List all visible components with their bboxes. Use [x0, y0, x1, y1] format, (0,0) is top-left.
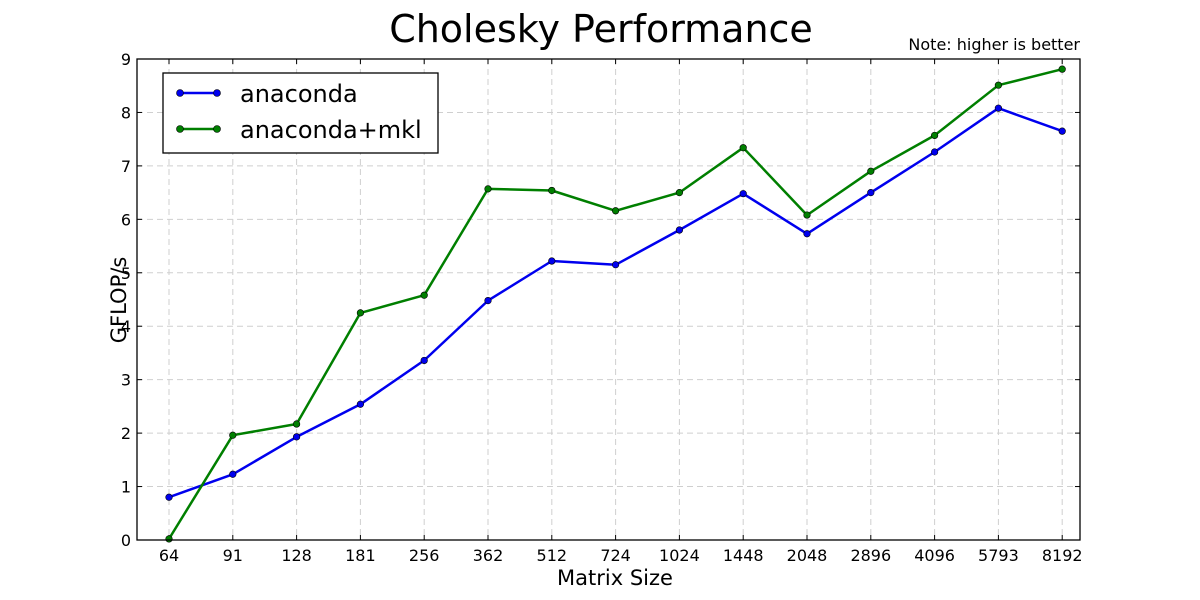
- legend-marker-anaconda: [176, 89, 184, 97]
- y-tick-labels: 0 1 2 3 4 5 6 7 8 9: [121, 50, 131, 550]
- data-point-anaconda: [293, 433, 301, 441]
- data-point-anaconda-mkl: [675, 189, 684, 197]
- x-tick-label: 724: [600, 546, 631, 565]
- data-point-anaconda-mkl: [803, 211, 811, 219]
- legend-label-anaconda-mkl: anaconda+mkl: [240, 116, 422, 144]
- data-point-anaconda: [484, 296, 492, 305]
- x-tick-label: 1448: [723, 546, 764, 565]
- chart-title: Cholesky Performance: [389, 7, 813, 51]
- x-tick-label: 128: [281, 546, 312, 565]
- data-point-anaconda: [548, 257, 556, 265]
- data-point-anaconda-mkl: [1058, 65, 1066, 73]
- y-tick-label: 5: [121, 264, 131, 283]
- data-point-anaconda-mkl: [293, 420, 301, 428]
- y-tick-label: 7: [121, 157, 131, 176]
- x-tick-label: 5793: [978, 546, 1019, 565]
- legend: anaconda anaconda+mkl: [162, 72, 439, 154]
- y-tick-label: 4: [121, 317, 131, 336]
- legend-marker-anaconda-mkl: [176, 125, 184, 133]
- y-tick-label: 6: [121, 210, 131, 229]
- data-point-anaconda: [611, 261, 620, 269]
- grid-lines: [137, 59, 1080, 540]
- data-point-anaconda-mkl: [420, 291, 428, 299]
- chart-annotation: Note: higher is better: [908, 35, 1080, 54]
- legend-label-anaconda: anaconda: [240, 80, 358, 108]
- data-point-anaconda-mkl: [484, 185, 492, 193]
- data-point-anaconda-mkl: [356, 309, 365, 317]
- data-point-anaconda-mkl: [548, 186, 556, 195]
- data-point-anaconda: [994, 104, 1003, 112]
- series-layer: [165, 65, 1066, 543]
- data-point-anaconda-mkl: [994, 81, 1003, 89]
- data-point-anaconda: [420, 356, 428, 365]
- legend-box: [162, 72, 439, 154]
- x-tick-label: 362: [473, 546, 504, 565]
- data-point-anaconda-mkl: [739, 144, 747, 152]
- y-tick-label: 8: [121, 103, 131, 122]
- data-point-anaconda: [867, 189, 875, 197]
- y-tick-label: 0: [121, 531, 131, 550]
- data-point-anaconda: [1058, 127, 1066, 135]
- x-axis-label: Matrix Size: [557, 566, 673, 590]
- x-tick-label: 2896: [850, 546, 891, 565]
- x-tick-labels: 64 91 128 181 256 362 512 724 1024 1448 2048 2896 40…: [159, 546, 1083, 565]
- x-tick-label: 4096: [914, 546, 955, 565]
- data-point-anaconda-mkl: [867, 167, 875, 175]
- data-point-anaconda: [803, 230, 811, 238]
- data-point-anaconda-mkl: [930, 131, 939, 140]
- data-point-anaconda-mkl: [229, 431, 237, 439]
- x-tick-label: 2048: [787, 546, 828, 565]
- legend-marker-anaconda: [213, 89, 221, 97]
- y-axis-label: GFLOP/s: [107, 257, 131, 344]
- y-tick-label: 1: [121, 478, 131, 497]
- data-point-anaconda-mkl: [165, 535, 173, 543]
- data-point-anaconda: [675, 226, 684, 234]
- data-point-anaconda: [229, 470, 237, 478]
- x-tick-label: 1024: [659, 546, 700, 565]
- x-tick-label: 8192: [1042, 546, 1083, 565]
- legend-marker-anaconda-mkl: [213, 125, 221, 133]
- data-point-anaconda: [165, 493, 173, 501]
- data-point-anaconda: [930, 148, 939, 156]
- x-tick-label: 91: [223, 546, 243, 565]
- data-point-anaconda: [356, 400, 365, 408]
- y-tick-label: 9: [121, 50, 131, 69]
- x-tick-label: 512: [537, 546, 568, 565]
- x-tick-label: 181: [345, 546, 376, 565]
- data-point-anaconda: [739, 190, 747, 198]
- plot-frame: [136, 58, 1081, 541]
- x-tick-label: 256: [409, 546, 440, 565]
- data-point-anaconda-mkl: [611, 207, 620, 215]
- y-tick-label: 3: [121, 371, 131, 390]
- y-tick-label: 2: [121, 424, 131, 443]
- x-tick-label: 64: [159, 546, 179, 565]
